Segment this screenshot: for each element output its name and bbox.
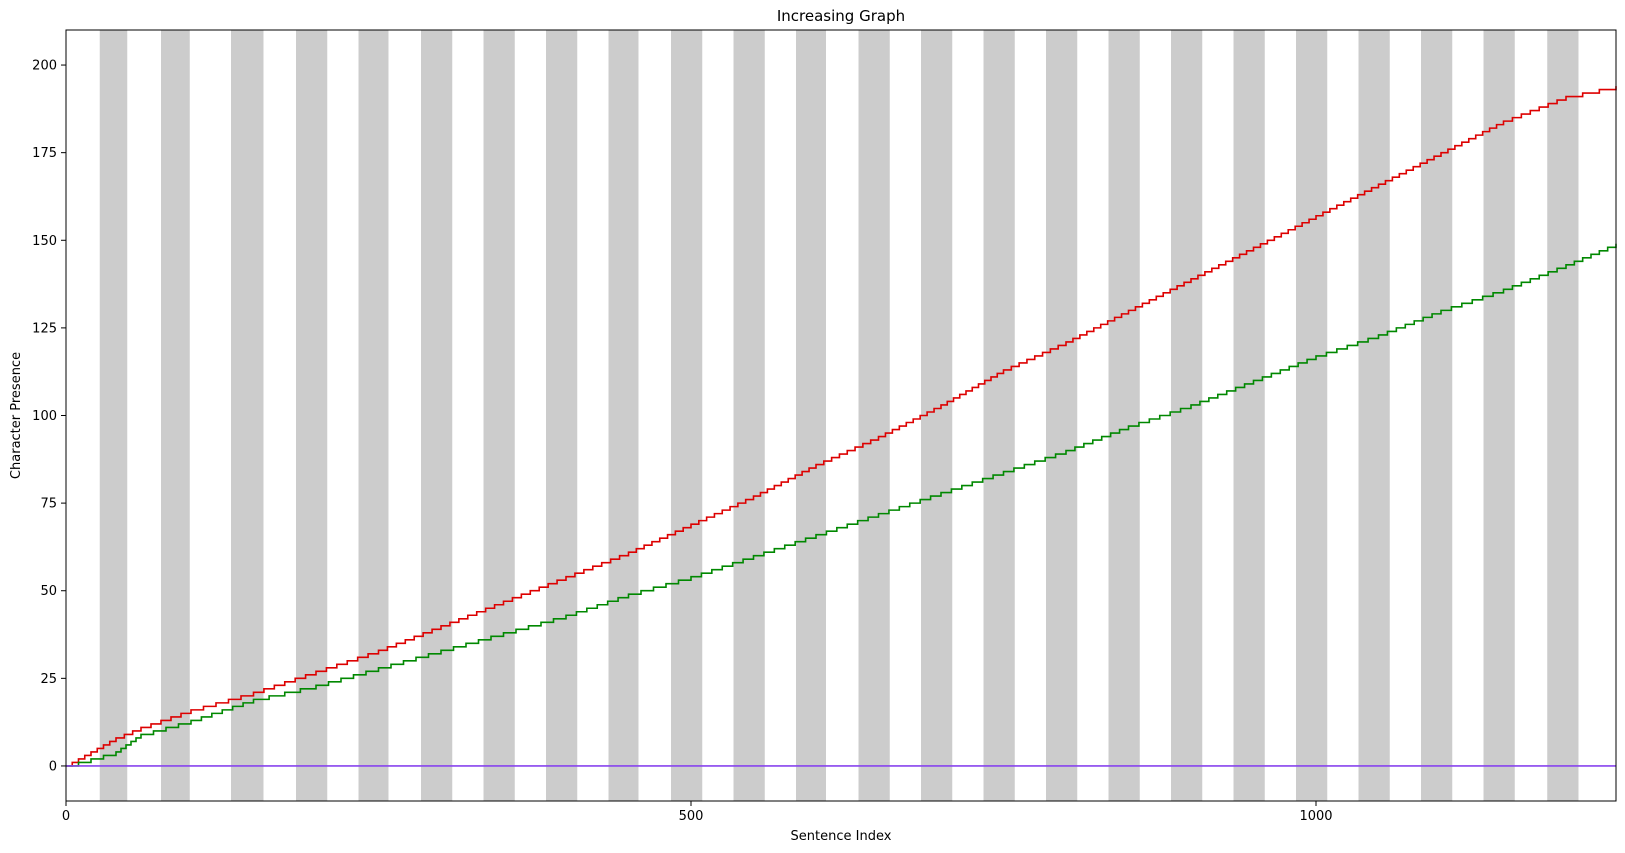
x-tick-label-0: 0 [62, 809, 70, 824]
background-bands [99, 30, 1579, 801]
y-tick-label-125: 125 [32, 321, 57, 336]
background-band-18 [1233, 30, 1265, 801]
background-band-9 [671, 30, 703, 801]
x-tick-label-1000: 1000 [1299, 809, 1332, 824]
background-band-5 [421, 30, 453, 801]
x-axis-label: Sentence Index [791, 829, 892, 844]
y-tick-label-150: 150 [32, 234, 57, 249]
y-tick-label-175: 175 [32, 146, 57, 161]
background-band-2 [231, 30, 264, 801]
background-band-3 [296, 30, 328, 801]
background-band-20 [1358, 30, 1390, 801]
background-band-4 [358, 30, 389, 801]
background-band-21 [1421, 30, 1453, 801]
background-band-11 [796, 30, 826, 801]
background-band-0 [99, 30, 128, 801]
background-band-17 [1171, 30, 1203, 801]
x-axis: 0 500 1000 [62, 801, 1333, 824]
y-tick-label-100: 100 [32, 409, 57, 424]
background-band-12 [858, 30, 890, 801]
y-axis-label: Character Presence [9, 352, 24, 479]
series-group [66, 86, 1617, 767]
y-tick-label-0: 0 [49, 759, 57, 774]
background-band-8 [608, 30, 639, 801]
background-band-22 [1483, 30, 1515, 801]
y-axis: 0 25 50 75 100 125 150 175 200 [32, 59, 66, 774]
background-band-19 [1296, 30, 1328, 801]
y-tick-label-75: 75 [40, 497, 57, 512]
background-band-10 [733, 30, 765, 801]
y-tick-label-25: 25 [40, 672, 57, 687]
series-line-1 [66, 243, 1617, 767]
series-line-0 [66, 86, 1617, 767]
x-tick-label-500: 500 [679, 809, 704, 824]
background-band-6 [483, 30, 515, 801]
y-tick-label-200: 200 [32, 59, 57, 74]
background-band-15 [1046, 30, 1078, 801]
background-band-7 [546, 30, 578, 801]
background-band-14 [983, 30, 1015, 801]
chart-title: Increasing Graph [777, 7, 905, 25]
background-band-16 [1108, 30, 1140, 801]
y-tick-label-50: 50 [40, 584, 57, 599]
background-band-1 [161, 30, 190, 801]
background-band-23 [1547, 30, 1579, 801]
